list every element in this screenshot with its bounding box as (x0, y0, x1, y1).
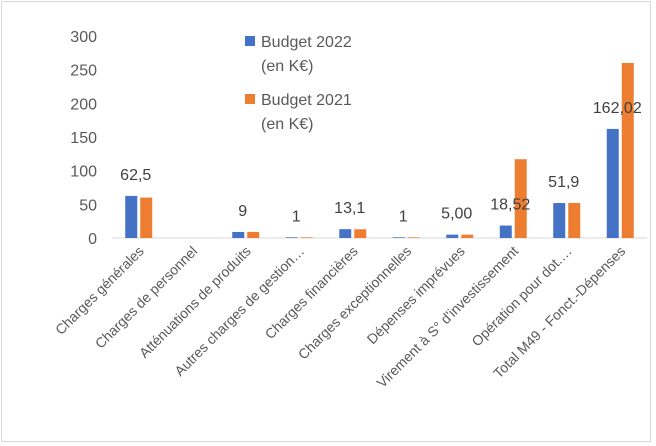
data-label: 62,5 (120, 167, 151, 184)
bar-budget-2022 (606, 128, 619, 238)
bar-budget-2022 (446, 234, 459, 238)
data-label: 1 (292, 208, 301, 225)
data-label: 5,00 (441, 206, 472, 223)
bar-budget-2021 (461, 234, 474, 238)
category-label: Opération pour dot.… (468, 243, 575, 350)
bar-budget-2021 (568, 202, 581, 238)
y-axis-ticks: 0 50 100 150 200 250 300 (70, 29, 97, 248)
category-label: Charges financières (262, 243, 361, 342)
legend-swatch (245, 36, 255, 46)
data-label: 162,02 (593, 100, 642, 117)
bar-budget-2021 (621, 62, 634, 238)
bar-budget-2022 (125, 195, 138, 238)
bars (125, 62, 634, 238)
bar-budget-2022 (392, 237, 405, 238)
bar-budget-2021 (247, 231, 260, 238)
y-tick-label: 250 (70, 63, 97, 80)
bar-budget-2021 (407, 237, 420, 238)
y-tick-label: 200 (70, 96, 97, 113)
y-tick-label: 150 (70, 130, 97, 147)
bar-budget-2021 (300, 237, 313, 238)
y-tick-label: 100 (70, 164, 97, 181)
data-label: 51,9 (548, 174, 579, 191)
chart-frame: 0 50 100 150 200 250 300 62,5 9 1 13,1 1 5,00 18,52 5… (1, 1, 651, 442)
data-label: 9 (238, 203, 247, 220)
data-labels: 62,5 9 1 13,1 1 5,00 18,52 51,9 162,02 (120, 100, 642, 225)
legend-label: (en K€) (261, 116, 313, 133)
bar-budget-2022 (232, 231, 245, 238)
bar-chart: 0 50 100 150 200 250 300 62,5 9 1 13,1 1 5,00 18,52 5… (52, 29, 647, 391)
y-tick-label: 50 (79, 197, 97, 214)
y-tick-label: 0 (88, 231, 97, 248)
category-label: Charges de personnel (92, 243, 201, 352)
bar-budget-2021 (140, 197, 153, 238)
legend-swatch (245, 94, 255, 104)
data-label: 18,52 (490, 197, 530, 214)
bar-budget-2021 (514, 159, 527, 238)
bar-budget-2021 (354, 229, 367, 238)
category-label: Dépenses imprévues (364, 243, 468, 347)
y-tick-label: 300 (70, 29, 97, 46)
category-label: Charges générales (52, 243, 147, 338)
legend-label: (en K€) (261, 58, 313, 75)
bar-budget-2022 (553, 203, 566, 238)
bar-budget-2022 (339, 229, 352, 238)
bar-budget-2022 (499, 225, 512, 238)
legend: Budget 2022 (en K€) Budget 2021 (en K€) (245, 34, 352, 133)
bar-budget-2022 (285, 237, 298, 238)
data-label: 1 (399, 208, 408, 225)
data-label: 13,1 (334, 200, 365, 217)
legend-label: Budget 2021 (261, 92, 352, 109)
legend-label: Budget 2022 (261, 34, 352, 51)
